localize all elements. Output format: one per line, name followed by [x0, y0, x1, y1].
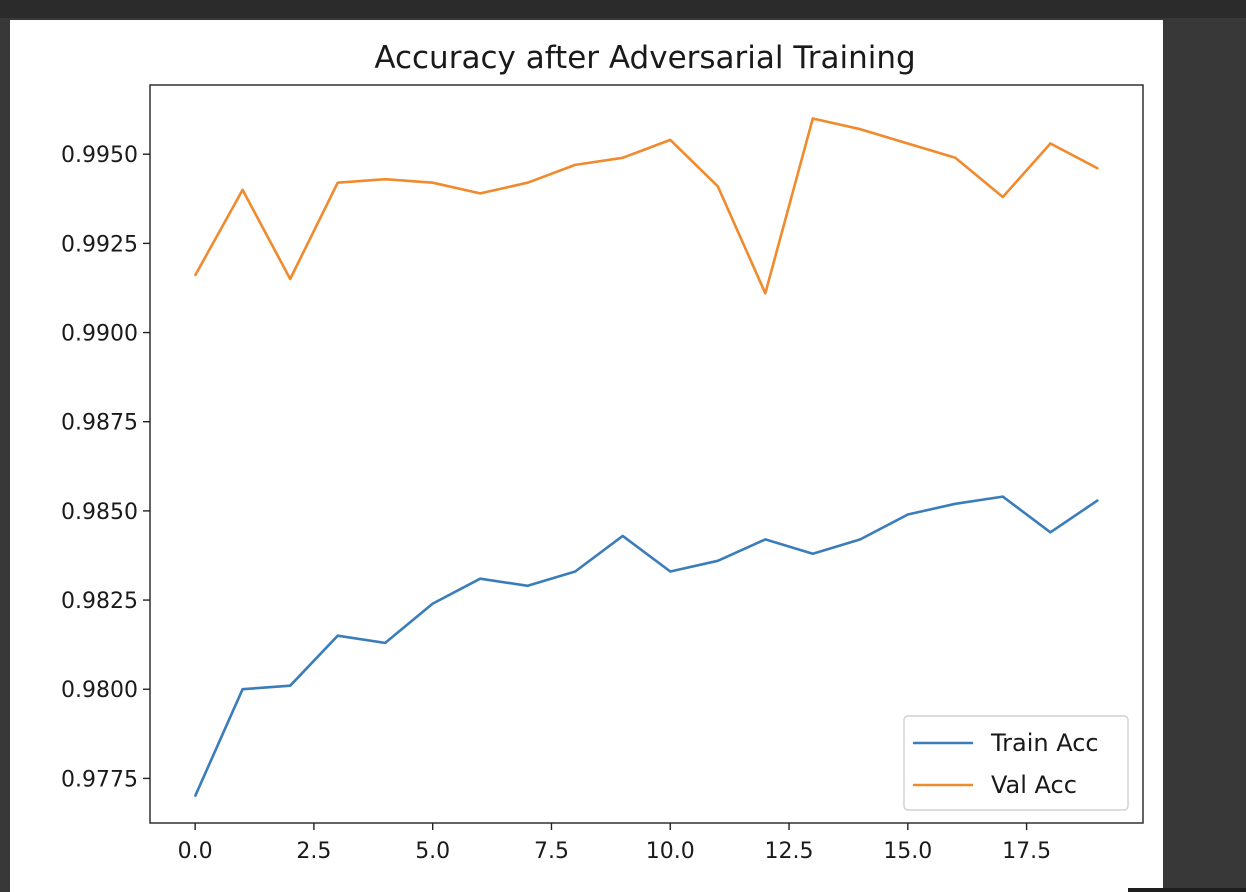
- data-point: [954, 156, 957, 159]
- x-tick-label: 0.0: [178, 839, 213, 864]
- window-top-bar: [0, 0, 1246, 18]
- data-point: [621, 156, 624, 159]
- series-line-val-acc: [193, 117, 1099, 295]
- data-point: [384, 642, 386, 644]
- data-point: [194, 795, 196, 798]
- data-point: [1002, 495, 1004, 498]
- y-tick-label: 0.9950: [61, 143, 138, 168]
- data-point: [194, 274, 196, 277]
- x-tick-label: 15.0: [883, 839, 932, 864]
- x-axis-ticks: 0.0 2.5 5.0 7.5 10.0 12.5 15.0 17.5: [178, 823, 1051, 864]
- line-chart: Accuracy after Adversarial Training 0.0 2…: [61, 40, 1144, 864]
- data-point: [716, 560, 719, 562]
- data-point: [669, 139, 672, 141]
- x-tick-label: 12.5: [765, 839, 814, 864]
- data-point: [669, 570, 672, 573]
- series-line-train-acc: [193, 495, 1099, 797]
- data-point: [1049, 142, 1052, 145]
- x-tick-label: 17.5: [1002, 839, 1051, 864]
- data-point: [431, 602, 434, 605]
- y-tick-label: 0.9900: [61, 322, 138, 347]
- y-tick-label: 0.9800: [61, 678, 138, 703]
- figure-canvas: Accuracy after Adversarial Training 0.0 2…: [10, 20, 1163, 892]
- data-point: [859, 128, 862, 131]
- y-tick-label: 0.9825: [61, 589, 138, 614]
- y-axis-ticks: 0.9775 0.9800 0.9825 0.9850 0.9875 0.9900 0.99…: [61, 143, 150, 792]
- data-point: [241, 189, 244, 191]
- data-point: [289, 684, 291, 687]
- window-bottom-edge: [1128, 888, 1246, 892]
- data-point: [1097, 499, 1099, 501]
- data-point: [384, 178, 386, 180]
- data-point: [526, 181, 529, 184]
- x-tick-label: 5.0: [415, 839, 450, 864]
- data-point: [859, 538, 862, 541]
- data-point: [336, 181, 339, 184]
- data-point: [621, 535, 624, 537]
- x-tick-label: 10.0: [646, 839, 695, 864]
- data-point: [1049, 531, 1052, 534]
- x-tick-label: 2.5: [296, 839, 331, 864]
- data-point: [574, 570, 577, 573]
- data-point: [907, 142, 909, 145]
- data-point: [479, 192, 482, 195]
- data-point: [241, 688, 244, 691]
- data-point: [574, 164, 577, 166]
- legend-box: [903, 715, 1129, 811]
- chart-title: Accuracy after Adversarial Training: [374, 40, 915, 76]
- y-tick-label: 0.9925: [61, 232, 138, 257]
- y-tick-label: 0.9850: [61, 500, 138, 525]
- y-tick-label: 0.9775: [61, 767, 138, 792]
- data-point: [811, 117, 814, 120]
- y-tick-label: 0.9875: [61, 411, 138, 436]
- data-point: [716, 185, 719, 188]
- data-point: [526, 584, 529, 587]
- data-point: [479, 577, 482, 580]
- data-point: [336, 634, 339, 637]
- data-point: [764, 538, 767, 541]
- series-lines: [193, 117, 1099, 798]
- data-point: [431, 181, 434, 184]
- data-point: [1002, 196, 1004, 198]
- data-point: [764, 292, 767, 295]
- plot-area-frame: [149, 84, 1144, 824]
- legend: Train Acc Val Acc: [903, 715, 1129, 811]
- x-tick-label: 7.5: [534, 839, 569, 864]
- data-point: [907, 513, 909, 516]
- data-point: [811, 552, 814, 555]
- data-point: [1097, 167, 1099, 170]
- data-point: [954, 502, 957, 505]
- legend-label: Train Acc: [990, 729, 1099, 757]
- legend-label: Val Acc: [991, 771, 1077, 799]
- data-point: [289, 278, 291, 280]
